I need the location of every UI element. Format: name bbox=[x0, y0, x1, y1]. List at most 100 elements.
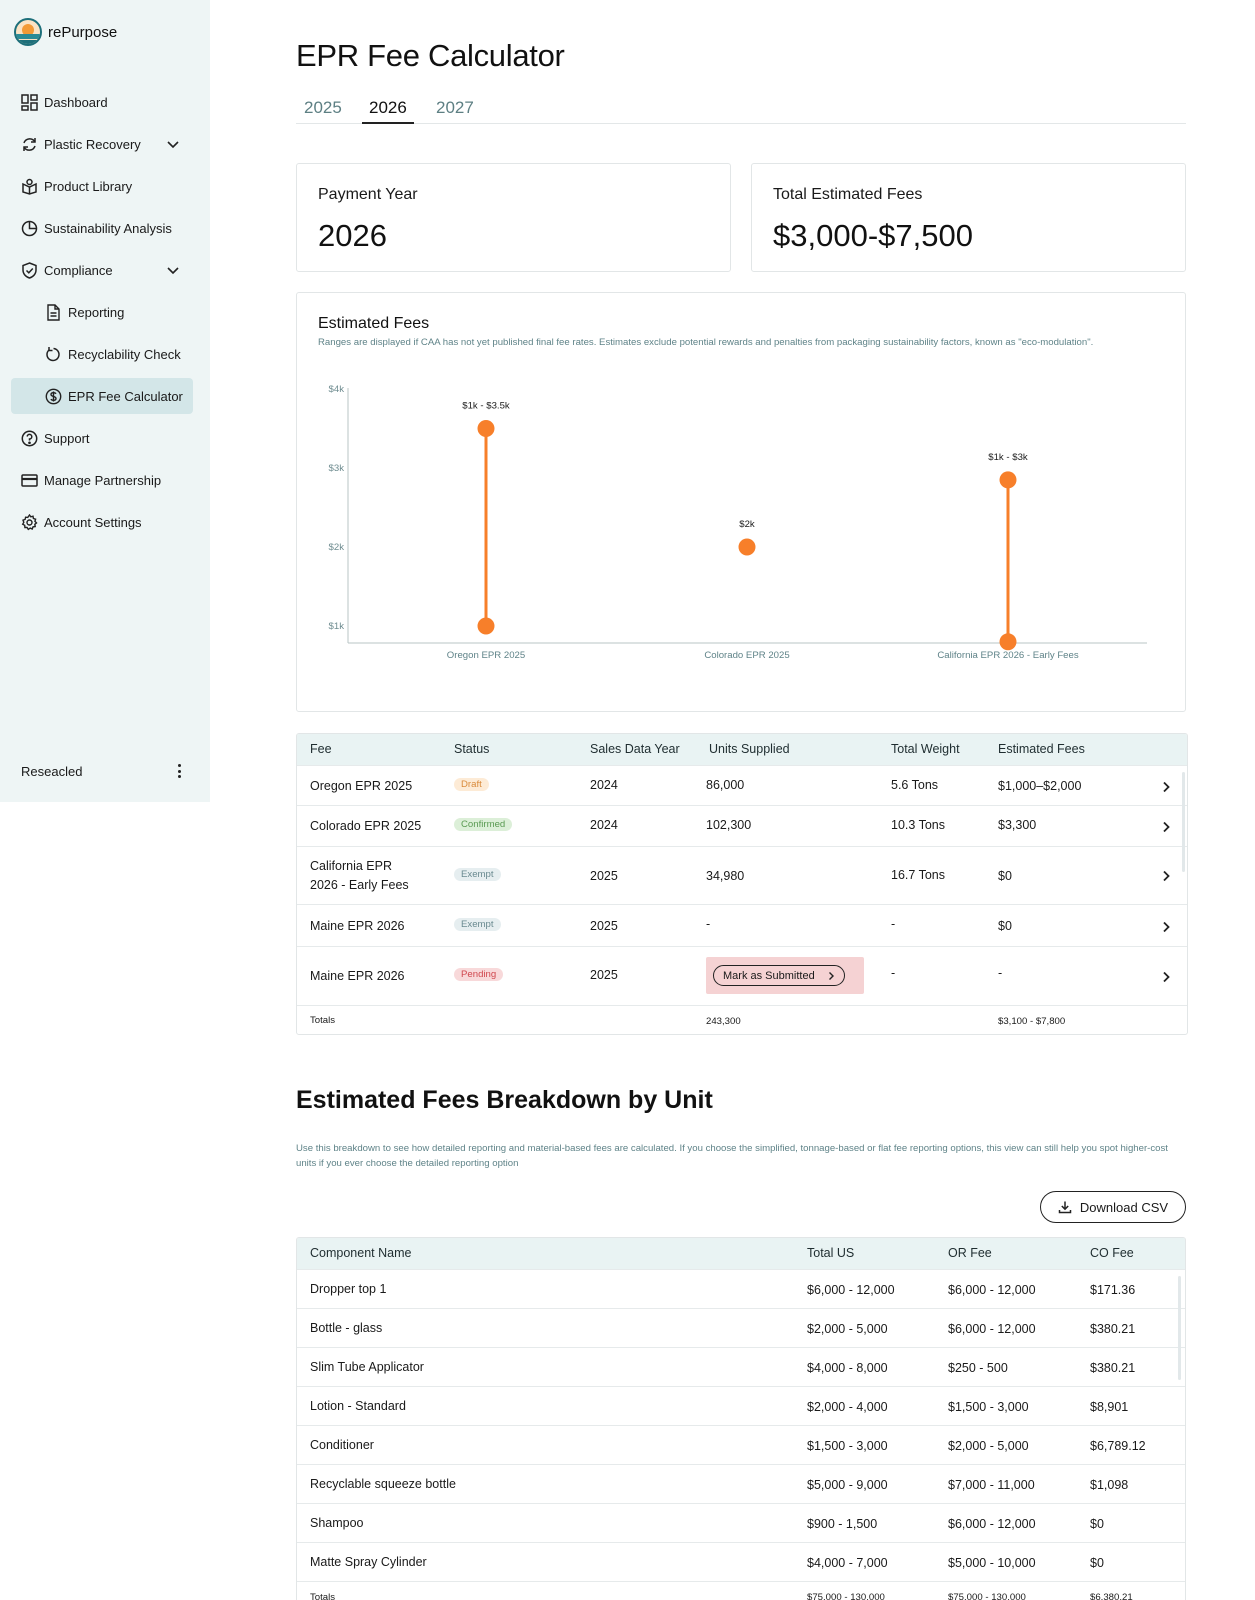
credit-card-icon bbox=[20, 471, 38, 489]
totals-label: Totals bbox=[310, 1592, 336, 1600]
table-row[interactable]: Recyclable squeeze bottle $5,000 - 9,000… bbox=[297, 1464, 1185, 1503]
sidebar-item-manage-partnership[interactable]: Manage Partnership bbox=[11, 462, 193, 498]
table-row[interactable]: Dropper top 1 $6,000 - 12,000 $6,000 - 1… bbox=[297, 1269, 1185, 1308]
col-fee: Fee bbox=[310, 742, 332, 756]
scrollbar[interactable] bbox=[1182, 772, 1185, 872]
download-csv-button[interactable]: Download CSV bbox=[1040, 1191, 1186, 1223]
sidebar-item-epr-fee-calculator[interactable]: EPR Fee Calculator bbox=[11, 378, 193, 414]
sidebar-nav: Dashboard Plastic Recovery Product Libra… bbox=[11, 84, 193, 546]
gear-icon bbox=[20, 513, 38, 531]
col-sales-data-year: Sales Data Year bbox=[590, 742, 680, 756]
sales-data-year: 2024 bbox=[590, 778, 618, 792]
sidebar-item-reporting[interactable]: Reporting bbox=[11, 294, 193, 330]
chevron-right-icon[interactable] bbox=[1159, 820, 1173, 834]
total-us: $4,000 - 8,000 bbox=[807, 1361, 888, 1375]
estimated-fees-chart: $1k $2k $3k $4k $1k - $3.5k Oregon EPR 2025 $2… bbox=[329, 384, 1147, 661]
sidebar-item-sustainability-analysis[interactable]: Sustainability Analysis bbox=[11, 210, 193, 246]
tab-2027[interactable]: 2027 bbox=[436, 98, 474, 117]
co-fee: $6,789.12 bbox=[1090, 1439, 1146, 1453]
more-vertical-icon[interactable] bbox=[172, 762, 186, 780]
co-fee: $0 bbox=[1090, 1556, 1104, 1570]
table-row[interactable]: Bottle - glass $2,000 - 5,000 $6,000 - 1… bbox=[297, 1308, 1185, 1347]
table-row[interactable]: Slim Tube Applicator $4,000 - 8,000 $250… bbox=[297, 1347, 1185, 1386]
estimated-fees: $0 bbox=[998, 919, 1012, 933]
table-row[interactable]: Oregon EPR 2025 Draft 2024 86,000 5.6 To… bbox=[297, 765, 1187, 805]
table-row[interactable]: Matte Spray Cylinder $4,000 - 7,000 $5,0… bbox=[297, 1542, 1185, 1581]
total-weight: 16.7 Tons bbox=[891, 868, 945, 882]
value-point bbox=[738, 538, 756, 556]
x-tick-label: Oregon EPR 2025 bbox=[447, 650, 525, 661]
table-row[interactable]: Lotion - Standard $2,000 - 4,000 $1,500 … bbox=[297, 1386, 1185, 1425]
high-point bbox=[999, 471, 1017, 489]
co-fee: $380.21 bbox=[1090, 1322, 1136, 1336]
page-title: EPR Fee Calculator bbox=[296, 38, 565, 73]
help-circle-icon bbox=[20, 429, 38, 447]
table-row[interactable]: Maine EPR 2026 Pending 2025 Mark as Subm… bbox=[297, 946, 1187, 1005]
chevron-right-icon[interactable] bbox=[1159, 780, 1173, 794]
totals-total-us: $75,000 - 130,000 bbox=[807, 1592, 885, 1600]
x-tick-label: California EPR 2026 - Early Fees bbox=[937, 650, 1079, 661]
chevron-right-icon[interactable] bbox=[1159, 970, 1173, 984]
component-name: Matte Spray Cylinder bbox=[310, 1555, 427, 1569]
submit-cell: Mark as Submitted bbox=[706, 957, 864, 994]
payment-year-card: Payment Year 2026 bbox=[296, 163, 731, 272]
status-badge: Draft bbox=[454, 778, 489, 791]
co-fee: $8,901 bbox=[1090, 1400, 1129, 1414]
sidebar-item-label: Sustainability Analysis bbox=[44, 220, 172, 236]
scrollbar[interactable] bbox=[1178, 1276, 1181, 1380]
component-name: Dropper top 1 bbox=[310, 1282, 387, 1296]
chevron-down-icon[interactable] bbox=[165, 136, 181, 152]
table-row[interactable]: Shampoo $900 - 1,500 $6,000 - 12,000 $0 bbox=[297, 1503, 1185, 1542]
chevron-right-icon[interactable] bbox=[1159, 920, 1173, 934]
document-icon bbox=[44, 303, 62, 321]
sidebar-item-recyclability-check[interactable]: Recyclability Check bbox=[11, 336, 193, 372]
mark-as-submitted-button[interactable]: Mark as Submitted bbox=[713, 965, 845, 986]
co-fee: $380.21 bbox=[1090, 1361, 1136, 1375]
sidebar-item-label: Plastic Recovery bbox=[44, 136, 141, 152]
sidebar-item-plastic-recovery[interactable]: Plastic Recovery bbox=[11, 126, 193, 162]
chart-note: Ranges are displayed if CAA has not yet … bbox=[318, 337, 1094, 348]
table-row[interactable]: California EPR 2026 - Early Fees Exempt … bbox=[297, 846, 1187, 904]
total-fees-value: $3,000-$7,500 bbox=[773, 218, 973, 253]
sidebar-item-compliance[interactable]: Compliance bbox=[11, 252, 193, 288]
tab-2026[interactable]: 2026 bbox=[362, 98, 414, 124]
units-supplied: 102,300 bbox=[706, 818, 752, 832]
table-row[interactable]: Colorado EPR 2025 Confirmed 2024 102,300… bbox=[297, 805, 1187, 846]
co-fee: $171.36 bbox=[1090, 1283, 1136, 1297]
total-weight: 10.3 Tons bbox=[891, 818, 945, 832]
y-tick-label: $2k bbox=[329, 542, 345, 553]
sidebar-item-label: Recyclability Check bbox=[68, 346, 181, 362]
tab-2025[interactable]: 2025 bbox=[304, 98, 342, 117]
sidebar-item-label: Reporting bbox=[68, 304, 125, 320]
table-row[interactable]: Conditioner $1,500 - 3,000 $2,000 - 5,00… bbox=[297, 1425, 1185, 1464]
fee-table: Fee Status Sales Data Year Units Supplie… bbox=[296, 733, 1188, 1035]
or-fee: $5,000 - 10,000 bbox=[948, 1556, 1036, 1570]
data-label: $2k bbox=[739, 519, 755, 530]
estimated-fees-chart-card: Estimated Fees Ranges are displayed if C… bbox=[296, 292, 1186, 712]
brand[interactable]: rePurpose bbox=[14, 18, 117, 46]
col-estimated-fees: Estimated Fees bbox=[998, 742, 1085, 756]
chevron-down-icon[interactable] bbox=[165, 262, 181, 278]
fee-name: California EPR bbox=[310, 859, 392, 873]
table-row[interactable]: Maine EPR 2026 Exempt 2025 - - $0 bbox=[297, 904, 1187, 946]
sales-data-year: 2025 bbox=[590, 869, 618, 883]
sidebar-item-product-library[interactable]: Product Library bbox=[11, 168, 193, 204]
sidebar-item-dashboard[interactable]: Dashboard bbox=[11, 84, 193, 120]
rotate-icon bbox=[44, 345, 62, 363]
sidebar-item-label: EPR Fee Calculator bbox=[68, 388, 183, 404]
y-tick-label: $1k bbox=[329, 621, 345, 632]
download-csv-label: Download CSV bbox=[1079, 1199, 1169, 1215]
download-icon bbox=[1058, 1201, 1072, 1214]
breakdown-table: Component Name Total US OR Fee CO Fee Dr… bbox=[296, 1237, 1186, 1600]
sidebar-item-support[interactable]: Support bbox=[11, 420, 193, 456]
account-switcher[interactable]: Reseacled bbox=[21, 762, 186, 780]
sidebar-item-account-settings[interactable]: Account Settings bbox=[11, 504, 193, 540]
chevron-right-icon[interactable] bbox=[1159, 869, 1173, 883]
total-weight: - bbox=[891, 917, 896, 931]
total-weight: - bbox=[891, 966, 896, 980]
total-us: $900 - 1,500 bbox=[807, 1517, 878, 1531]
sidebar-item-label: Product Library bbox=[44, 178, 133, 194]
y-tick-label: $3k bbox=[329, 463, 345, 474]
brand-name: rePurpose bbox=[48, 23, 118, 41]
high-point bbox=[477, 420, 495, 437]
